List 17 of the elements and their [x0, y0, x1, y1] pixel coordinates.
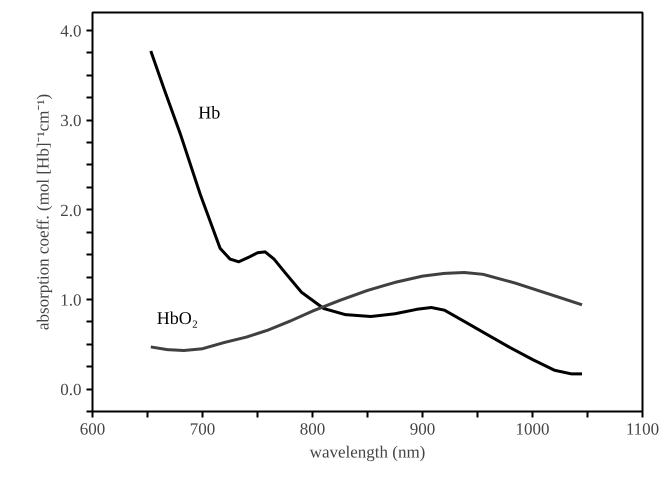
series-label: HbO₂ [156, 308, 198, 328]
y-tick-label: 1.0 [60, 290, 82, 310]
line-series [149, 50, 584, 376]
x-tick-label: 1100 [626, 420, 660, 438]
y-tick-label: 4.0 [60, 21, 82, 40]
x-tick-label: 1000 [516, 420, 550, 438]
x-tick-label: 800 [300, 420, 326, 438]
text: 0.0 [60, 380, 82, 400]
line-series [149, 271, 584, 352]
y-tick-label: 2.0 [60, 200, 82, 220]
y-axis-title: absorption coeff. (mol [Hb]⁻¹cm⁻¹) [33, 94, 52, 330]
y-tick-label: 3.0 [60, 111, 82, 130]
x-axis-title: wavelength (nm) [310, 442, 426, 462]
x-tick-label: 900 [410, 420, 436, 438]
x-tick-label: 600 [80, 420, 106, 438]
x-tick-label: 700 [190, 420, 216, 438]
series-label: Hb [198, 102, 220, 123]
